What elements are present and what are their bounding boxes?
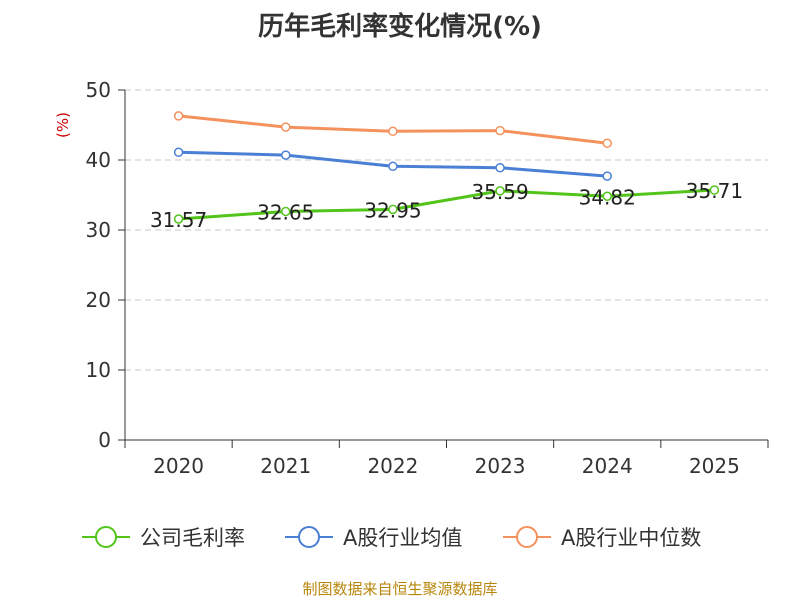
data-point [495, 162, 505, 173]
data-point [709, 185, 720, 195]
data-point [388, 126, 398, 137]
chart-title: 历年毛利率变化情况(%) [258, 12, 542, 42]
legend-marker [516, 526, 538, 548]
data-label: 34.82 [579, 185, 636, 209]
x-tick-label: 2024 [582, 454, 633, 478]
y-tick-label: 40 [86, 148, 111, 172]
legend-label: 公司毛利率 [140, 526, 245, 550]
data-point [495, 125, 505, 136]
data-point [602, 138, 612, 148]
legend-label: A股行业中位数 [561, 526, 701, 550]
data-label: 32.95 [364, 198, 421, 222]
data-label: 35.59 [471, 180, 528, 204]
data-label: 31.57 [150, 208, 207, 232]
x-tick-label: 2022 [367, 454, 418, 478]
series-line-0 [178, 188, 715, 221]
data-point [602, 171, 612, 181]
x-tick-label: 2020 [153, 454, 204, 478]
legend-marker [95, 526, 117, 548]
y-tick-label: 30 [86, 218, 111, 242]
data-point [281, 206, 291, 217]
data-label: 32.65 [257, 200, 314, 224]
data-point [281, 150, 291, 160]
x-tick-label: 2023 [475, 454, 526, 478]
legend-label: A股行业均值 [343, 526, 462, 550]
data-label: 35.71 [686, 179, 743, 203]
y-axis-unit-label: (%) [54, 112, 72, 138]
y-tick-label: 20 [86, 288, 111, 312]
data-source-note: 制图数据来自恒生聚源数据库 [302, 580, 498, 598]
data-point [173, 147, 184, 158]
y-tick-label: 0 [98, 428, 111, 452]
y-tick-label: 10 [86, 358, 111, 382]
data-point [388, 204, 398, 215]
y-tick-label: 50 [86, 78, 111, 102]
data-point [602, 191, 612, 202]
x-tick-label: 2021 [260, 454, 311, 478]
data-point [495, 186, 505, 196]
data-point [281, 122, 291, 132]
data-point [388, 161, 398, 172]
data-point [173, 111, 184, 121]
x-tick-label: 2025 [689, 454, 740, 478]
legend-marker [298, 526, 320, 548]
data-point [173, 214, 184, 224]
